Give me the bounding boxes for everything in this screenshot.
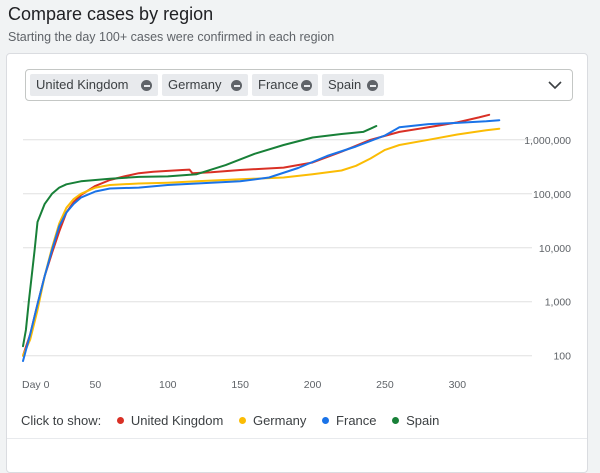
legend-label: Germany [252, 413, 307, 428]
legend-item-france[interactable]: France [322, 412, 377, 430]
chip-label: Germany [168, 77, 222, 92]
legend-label: France [336, 413, 377, 428]
y-tick-label: 1,000,000 [524, 135, 571, 147]
y-tick-label: 100,000 [533, 189, 571, 201]
x-tick-label: Day 0 [22, 379, 50, 391]
region-selector[interactable]: United Kingdom Germany France Spain [25, 69, 573, 101]
remove-circle-icon[interactable] [367, 80, 378, 91]
x-tick-label: 100 [159, 379, 177, 391]
page-subtitle: Starting the day 100+ cases were confirm… [8, 30, 335, 44]
remove-circle-icon[interactable] [231, 80, 242, 91]
legend-prefix: Click to show: [21, 413, 102, 428]
chart-card: United Kingdom Germany France Spain 100 1… [6, 53, 588, 473]
legend-dot-icon [392, 417, 400, 424]
x-tick-label: 150 [231, 379, 249, 391]
chip-spain: Spain [322, 74, 384, 96]
y-tick-label: 10,000 [539, 243, 571, 255]
legend-dot-icon [116, 417, 124, 424]
x-tick-label: 50 [90, 379, 102, 391]
y-tick-label: 1,000 [545, 297, 571, 309]
divider [7, 438, 587, 439]
x-tick-label: 250 [376, 379, 394, 391]
series-line-france [22, 119, 501, 362]
chevron-down-icon[interactable] [546, 76, 564, 94]
legend-item-united-kingdom[interactable]: United Kingdom [116, 412, 224, 430]
legend-item-germany[interactable]: Germany [238, 412, 307, 430]
legend-label: Spain [406, 413, 440, 428]
legend-dot-icon [238, 417, 246, 424]
chip-label: France [258, 77, 299, 92]
x-tick-label: 200 [304, 379, 322, 391]
chip-label: Spain [328, 77, 362, 92]
chart-legend: Click to show: United Kingdom Germany Fr… [21, 412, 439, 430]
chip-germany: Germany [162, 74, 248, 96]
series-line-united-kingdom [22, 113, 491, 357]
chip-label: United Kingdom [36, 77, 129, 92]
remove-circle-icon[interactable] [301, 80, 312, 91]
x-tick-label: 300 [449, 379, 467, 391]
chip-united-kingdom: United Kingdom [30, 74, 158, 96]
legend-dot-icon [322, 417, 330, 424]
series-line-spain [22, 125, 378, 348]
remove-circle-icon[interactable] [141, 80, 152, 91]
cases-line-chart: 100 1,000 10,000 100,000 1,000,000 Day 0 50 100… [22, 113, 571, 391]
legend-label: United Kingdom [130, 413, 224, 428]
legend-item-spain[interactable]: Spain [392, 412, 439, 430]
chip-france: France [252, 74, 318, 96]
series-line-germany [22, 127, 501, 357]
page-title: Compare cases by region [8, 4, 214, 24]
y-tick-label: 100 [553, 351, 571, 363]
